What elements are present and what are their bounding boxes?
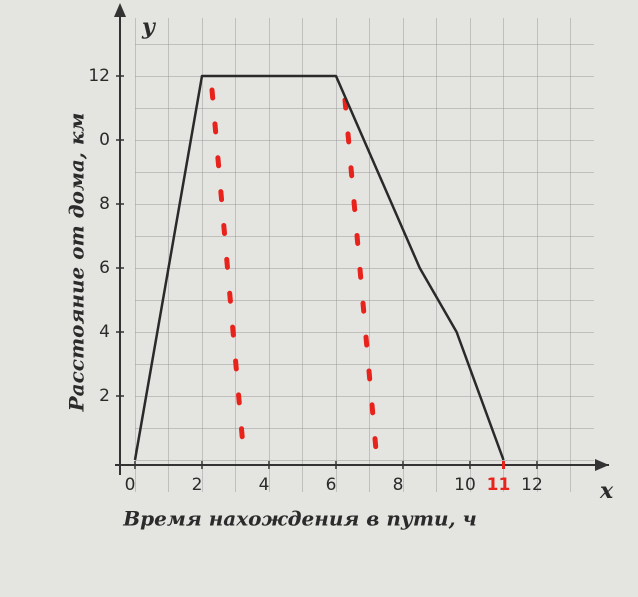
x-tick-label: 6: [326, 475, 337, 495]
x-tick-label: 12: [521, 475, 543, 495]
grid: [135, 18, 594, 492]
x-axis-title: Время нахождения в пути, ч: [122, 507, 477, 531]
y-tick-label: 12: [88, 66, 110, 86]
hand-marks: [209, 87, 379, 453]
red-dash: [342, 97, 379, 453]
y-axis-arrow: [114, 3, 126, 17]
y-tick-label: 0: [99, 130, 110, 150]
y-tick-label: 2: [99, 386, 110, 406]
x-tick-label: 2: [192, 475, 203, 495]
x-tick-label: 10: [454, 475, 476, 495]
x-tick-label: 11: [487, 475, 511, 495]
x-tick-label: 0: [125, 475, 136, 495]
y-tick-label: 4: [99, 322, 110, 342]
series-line: [133, 74, 505, 461]
y-tick-label: 6: [99, 258, 110, 278]
x-axis-arrow: [595, 459, 609, 471]
x-axis-name: x: [599, 478, 614, 504]
y-tick-label: 8: [99, 194, 110, 214]
x-tick-label: 4: [259, 475, 270, 495]
red-dash: [209, 87, 246, 449]
x-tick-label: 8: [393, 475, 404, 495]
y-axis-name: y: [141, 14, 157, 40]
y-axis-title: Расстояние от дома, км: [65, 113, 89, 413]
